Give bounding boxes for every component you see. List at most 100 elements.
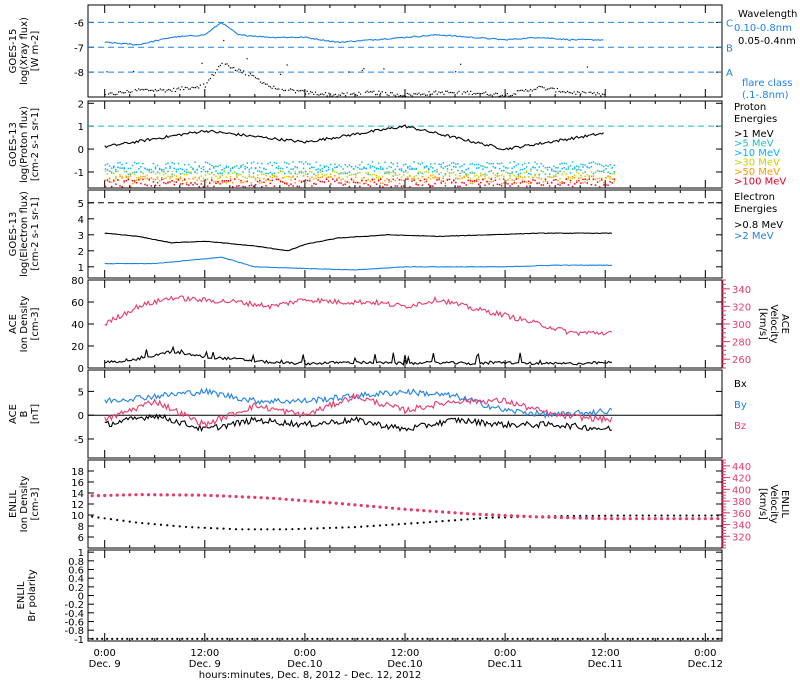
proton-point [359, 164, 361, 166]
xray-point [176, 88, 178, 90]
proton-point [265, 179, 267, 182]
flare-level-label: C [726, 18, 733, 29]
proton-point [452, 162, 455, 164]
enlil-point [134, 521, 138, 524]
enlil-point [522, 514, 526, 518]
proton-point [413, 177, 415, 180]
proton-point [480, 165, 482, 167]
enlil-point [297, 498, 301, 502]
enlil-point [316, 637, 319, 640]
y-tick-label: 40 [71, 320, 84, 331]
proton-point [517, 163, 520, 165]
enlil-point [626, 637, 629, 640]
enlil-point [597, 514, 601, 517]
proton-point [313, 166, 315, 169]
proton-point [221, 172, 223, 175]
proton-point [442, 175, 445, 178]
proton-point [532, 179, 534, 181]
proton-point [221, 180, 223, 182]
proton-point [513, 182, 515, 184]
proton-point [300, 180, 303, 182]
xray-point [126, 89, 128, 92]
proton-point [252, 172, 255, 174]
proton-point [200, 175, 203, 177]
enlil-point [710, 514, 713, 517]
proton-point [503, 165, 505, 168]
proton-point [603, 181, 605, 184]
proton-point [442, 162, 445, 164]
x-tick-date: Dec. 9 [189, 659, 221, 670]
proton-point [461, 170, 463, 172]
enlil-point [246, 637, 249, 640]
enlil-point [166, 524, 169, 527]
proton-point [200, 183, 203, 185]
proton-point [477, 178, 480, 181]
proton-point [384, 172, 386, 175]
proton-point [500, 182, 503, 185]
proton-point [423, 166, 426, 168]
enlil-point [184, 493, 188, 497]
proton-point [340, 179, 342, 181]
enlil-point [251, 637, 254, 640]
proton-point [423, 178, 426, 181]
proton-point [496, 172, 499, 175]
proton-point [530, 170, 532, 172]
proton-point [544, 173, 547, 175]
proton-point [421, 172, 424, 175]
proton-point [108, 170, 111, 172]
proton-point [113, 172, 115, 175]
proton-point [135, 162, 138, 165]
proton-point [440, 180, 442, 182]
proton-point [133, 181, 136, 184]
proton-point [596, 163, 599, 165]
proton-point [594, 162, 597, 165]
proton-point [202, 168, 205, 171]
proton-point [555, 178, 557, 181]
proton-point [467, 173, 470, 176]
xray-point [413, 93, 415, 95]
proton-point [421, 184, 424, 186]
proton-point [596, 181, 599, 183]
flare-level-label: A [726, 68, 733, 79]
xray-point [328, 92, 330, 94]
proton-point [463, 176, 465, 179]
proton-point [186, 183, 188, 186]
proton-point [135, 177, 138, 179]
proton-point [106, 180, 109, 182]
proton-point [106, 169, 109, 171]
proton-point [315, 175, 317, 177]
proton-point [259, 170, 261, 173]
proton-point [288, 170, 290, 173]
flare-note: (.1-.8nm) [742, 90, 789, 101]
enlil-point [109, 518, 113, 521]
enlil-point [390, 506, 395, 510]
proton-point [271, 179, 274, 182]
proton-point [494, 176, 497, 179]
proton-point [325, 174, 328, 176]
legend-entry: >1 MeV [734, 129, 774, 140]
proton-point [488, 162, 490, 165]
proton-point [144, 175, 146, 178]
proton-point [367, 173, 369, 176]
enlil-point [661, 637, 664, 640]
proton-point [609, 181, 611, 183]
proton-point [288, 184, 290, 187]
xray-point [421, 93, 423, 95]
proton-point [500, 162, 503, 165]
enlil-point [140, 493, 144, 497]
proton-point [442, 167, 445, 169]
proton-point [513, 166, 515, 168]
proton-point [402, 171, 405, 173]
enlil-point [622, 517, 626, 521]
enlil-point [278, 497, 282, 501]
proton-point [582, 178, 584, 181]
proton-point [373, 181, 376, 184]
xray-point [241, 72, 243, 74]
proton-point [452, 165, 455, 168]
proton-point [419, 163, 422, 166]
xray-point [319, 93, 322, 95]
xray-point [173, 87, 175, 89]
proton-point [338, 173, 340, 175]
proton-point [436, 179, 438, 181]
proton-point [271, 174, 274, 176]
